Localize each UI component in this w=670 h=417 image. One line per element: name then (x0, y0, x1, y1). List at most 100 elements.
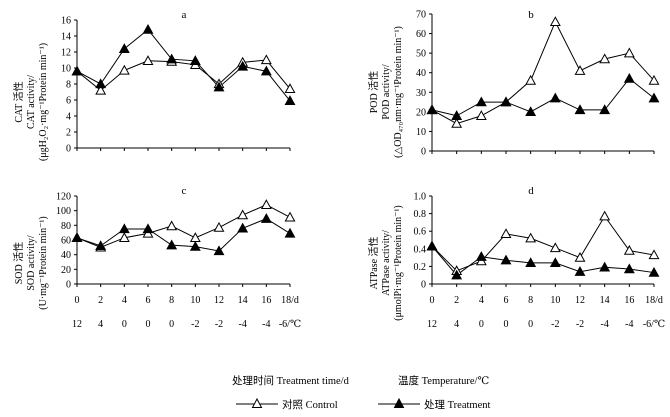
panel-b-treatment-point (623, 72, 635, 83)
panel-a-letter: a (182, 9, 187, 21)
y-tick-label: 10 (61, 64, 71, 75)
y-tick-label: 0 (66, 144, 71, 155)
panel-a-ylabel: CAT 活性 CAT activity/ (μgH₂O₂·mg⁻¹Protein… (12, 43, 49, 161)
y-tick-label: 0.8 (414, 209, 427, 220)
panel-c-control-point (213, 221, 225, 232)
panel-d-treatment-line (431, 245, 655, 276)
x-tick-label-time: 16 (261, 295, 271, 306)
x-tick-label-time: 8 (169, 295, 174, 306)
panel-c: c SOD 活性 SOD activity/ (U·mg⁻¹Protein mi… (12, 185, 301, 330)
y-tick-label: 4 (66, 112, 71, 123)
panel-a-control-point (284, 83, 296, 93)
y-tick-label: 0.2 (414, 262, 427, 273)
panel-a-control-line (76, 59, 291, 92)
xlabel-time: 处理时间 Treatment time/d (232, 374, 350, 387)
panel-b-control-point (475, 110, 487, 120)
panel-b-ylabel-3: (△OD₄₇₀nm·mg⁻¹Protein min⁻¹) (393, 26, 404, 158)
y-tick-label: 10 (416, 127, 426, 138)
x-tick-label-time: 12 (214, 295, 224, 306)
panel-d-control-point (549, 242, 561, 253)
y-tick-label: 70 (416, 10, 426, 21)
panel-b-treatment-point (599, 104, 611, 115)
y-tick-label: 50 (416, 49, 426, 60)
x-tick-label-temp: 12 (72, 319, 82, 330)
y-tick-label: 12 (61, 48, 71, 59)
y-tick-label: 0.6 (414, 227, 427, 238)
panel-b-control-point (525, 74, 537, 85)
x-tick-label-temp: -2 (215, 319, 223, 330)
panel-a-treatment-point (189, 55, 201, 65)
x-tick-label-temp: 4 (98, 319, 103, 330)
legend-control-marker (251, 397, 263, 408)
panel-d-control-point (525, 232, 537, 243)
panel-c-treatment-point (237, 222, 249, 233)
panel-a-treatment-line (76, 28, 291, 102)
panel-c-ylabel-1: SOD 活性 (12, 242, 25, 285)
x-tick-label-temp: -2 (551, 319, 559, 330)
panel-c-control-point (237, 209, 249, 220)
panel-c-control-point (189, 232, 201, 242)
x-tick-label-time: 2 (98, 295, 103, 306)
panel-d-ylabel-1: ATPase 活性 (367, 236, 380, 289)
legend-treatment-label: 处理 Treatment (424, 399, 490, 411)
panel-a-ylabel-2: CAT activity/ (26, 75, 37, 129)
panel-a-treatment-point (237, 60, 249, 71)
panel-b-control-point (451, 117, 463, 128)
x-tick-label-time: 6 (146, 295, 151, 306)
panel-d-ylabel: ATPase 活性 ATPase activity/ (μmolPi·mg⁻¹P… (367, 205, 404, 321)
panel-d-treatment-point (648, 266, 660, 277)
y-tick-label: 16 (61, 16, 71, 27)
panel-d-treatment-point (451, 269, 463, 280)
y-tick-label: 0 (421, 280, 426, 291)
panel-b-treatment-point (451, 110, 463, 120)
x-tick-label-time: 14 (600, 295, 610, 306)
x-tick-label-time: 18/d (281, 295, 299, 306)
x-tick-label-time: 8 (528, 295, 533, 306)
y-tick-label: 14 (61, 32, 71, 43)
panel-d-treatment-point (574, 266, 586, 276)
panel-b-treatment-point (549, 92, 561, 103)
panel-b-treatment-line (431, 77, 655, 117)
panel-a-treatment-point (118, 43, 130, 53)
x-tick-label-temp: 4 (454, 319, 459, 330)
xlabel-temperature: 温度 Temperature/℃ (398, 374, 489, 387)
y-tick-label: 60 (416, 29, 426, 40)
panel-b-letter: b (528, 9, 534, 21)
x-tick-label-temp: -4 (625, 319, 633, 330)
panel-b: b POD 活性 POD activity/ (△OD₄₇₀nm·mg⁻¹Pro… (367, 9, 660, 158)
footer: 处理时间 Treatment time/d 温度 Temperature/℃ 对… (232, 374, 490, 411)
y-tick-label: 6 (66, 96, 71, 107)
panel-a-ylabel-1: CAT 活性 (12, 81, 25, 122)
x-tick-label-time: 10 (550, 295, 560, 306)
panel-b-ylabel-1: POD 活性 (367, 71, 380, 114)
x-tick-label-time: 10 (190, 295, 200, 306)
panel-a-treatment-point (284, 95, 296, 105)
x-tick-label-time: 0 (430, 295, 435, 306)
x-tick-label-temp: -4 (262, 319, 270, 330)
panel-d-control-point (574, 251, 586, 262)
panel-c-treatment-point (189, 240, 201, 251)
y-tick-label: 2 (66, 128, 71, 139)
x-tick-label-temp: 0 (479, 319, 484, 330)
panel-b-control-point (623, 47, 635, 58)
x-tick-label-time: 12 (575, 295, 585, 306)
panel-d-treatment-point (599, 261, 611, 272)
panel-a-treatment-point (213, 81, 225, 92)
x-tick-label-temp: 0 (528, 319, 533, 330)
panel-d-treatment-point (475, 251, 487, 261)
panel-c-treatment-point (118, 223, 130, 234)
panel-c-control-point (166, 220, 178, 231)
y-tick-label: 100 (56, 206, 71, 217)
x-tick-label-temp: 0 (504, 319, 509, 330)
panel-c-ylabel-3: (U·mg⁻¹Protein min⁻¹) (38, 216, 49, 310)
x-tick-label-time: 0 (75, 295, 80, 306)
panel-b-control-line (431, 20, 655, 125)
x-tick-label-temp: -4 (238, 319, 246, 330)
y-tick-label: 80 (61, 221, 71, 232)
panel-a: a CAT 活性 CAT activity/ (μgH₂O₂·mg⁻¹Prote… (12, 9, 296, 161)
panel-c-ylabel: SOD 活性 SOD activity/ (U·mg⁻¹Protein min⁻… (12, 216, 49, 310)
panel-d-treatment-point (549, 257, 561, 268)
panel-a-control-point (95, 84, 107, 95)
y-tick-label: 30 (416, 88, 426, 99)
panel-b-treatment-point (648, 92, 660, 103)
